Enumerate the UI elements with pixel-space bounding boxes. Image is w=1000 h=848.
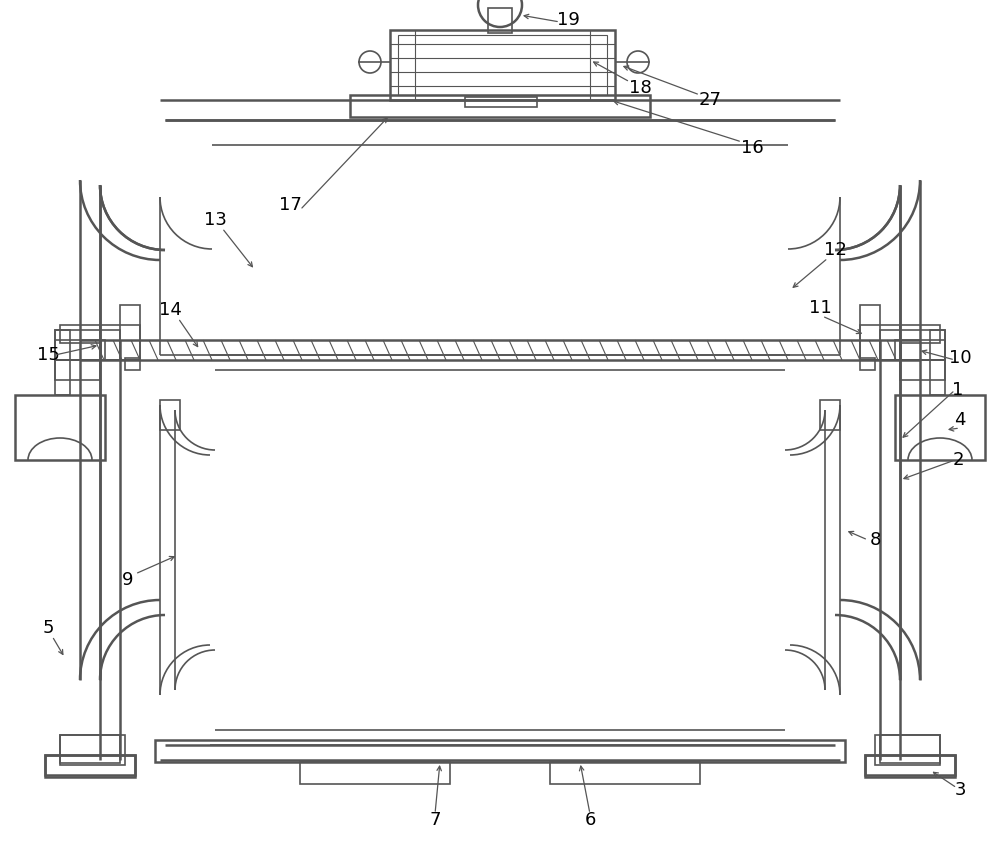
Bar (125, 358, 140, 370)
Bar (880, 330, 945, 360)
Text: 8: 8 (869, 531, 881, 549)
Bar (820, 400, 840, 430)
Text: 9: 9 (122, 571, 134, 589)
Bar (55, 360, 100, 380)
Bar (45, 755, 135, 775)
Bar (895, 340, 945, 360)
Bar (550, 762, 700, 784)
Text: 14: 14 (159, 301, 181, 319)
Bar (300, 762, 450, 784)
Bar (875, 735, 940, 765)
Bar (350, 95, 650, 117)
Bar (160, 400, 180, 430)
Bar (390, 30, 615, 100)
Bar (55, 340, 105, 360)
Text: 4: 4 (954, 411, 966, 429)
Bar (155, 740, 845, 762)
Bar (860, 358, 875, 370)
Bar (60, 325, 100, 343)
Text: 18: 18 (629, 79, 651, 97)
Bar (488, 8, 512, 33)
Text: 12: 12 (824, 241, 846, 259)
Text: 7: 7 (429, 811, 441, 829)
Text: 11: 11 (809, 299, 831, 317)
Text: 6: 6 (584, 811, 596, 829)
Bar (100, 325, 140, 360)
Bar (895, 395, 985, 460)
Text: 13: 13 (204, 211, 226, 229)
Text: 10: 10 (949, 349, 971, 367)
Bar (465, 97, 537, 107)
Bar (865, 755, 955, 777)
Bar (900, 360, 945, 380)
Bar (55, 330, 70, 395)
Bar (880, 735, 940, 763)
Bar (398, 35, 607, 95)
Bar (60, 735, 120, 763)
Text: 17: 17 (279, 196, 301, 214)
Bar (60, 735, 125, 765)
Bar (900, 325, 940, 343)
Text: 27: 27 (698, 91, 722, 109)
Bar (120, 305, 140, 360)
Bar (55, 330, 120, 360)
Text: 19: 19 (557, 11, 579, 29)
Text: 1: 1 (952, 381, 964, 399)
Bar (45, 755, 135, 777)
Bar (15, 395, 105, 460)
Bar (860, 305, 880, 360)
Bar (865, 755, 955, 775)
Bar (930, 330, 945, 395)
Text: 2: 2 (952, 451, 964, 469)
Text: 15: 15 (37, 346, 59, 364)
Text: 3: 3 (954, 781, 966, 799)
Text: 5: 5 (42, 619, 54, 637)
Bar (860, 325, 900, 360)
Text: 16: 16 (741, 139, 763, 157)
